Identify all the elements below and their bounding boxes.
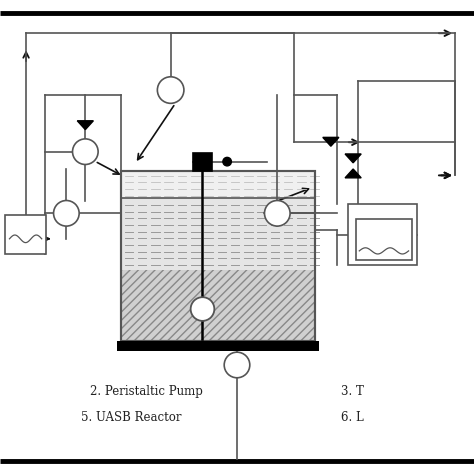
Text: 5. UASB Reactor: 5. UASB Reactor <box>81 410 181 424</box>
Bar <box>121 270 315 341</box>
Text: 2. Peristaltic Pump: 2. Peristaltic Pump <box>90 384 203 398</box>
Bar <box>121 171 315 198</box>
Bar <box>348 204 417 265</box>
Polygon shape <box>77 121 93 129</box>
Text: 3. T: 3. T <box>341 384 364 398</box>
Text: 6. L: 6. L <box>341 410 364 424</box>
Circle shape <box>264 201 290 226</box>
Circle shape <box>191 297 214 321</box>
Bar <box>117 341 319 351</box>
Bar <box>193 153 212 171</box>
Circle shape <box>223 157 231 166</box>
Bar <box>121 171 315 341</box>
Circle shape <box>54 201 79 226</box>
Bar <box>5 215 46 254</box>
Circle shape <box>73 139 98 164</box>
Bar <box>121 171 315 341</box>
Bar <box>121 198 315 270</box>
Polygon shape <box>345 154 361 163</box>
Circle shape <box>157 77 184 103</box>
Polygon shape <box>345 169 361 178</box>
Bar <box>356 219 412 260</box>
Polygon shape <box>323 137 339 146</box>
Circle shape <box>224 352 250 378</box>
